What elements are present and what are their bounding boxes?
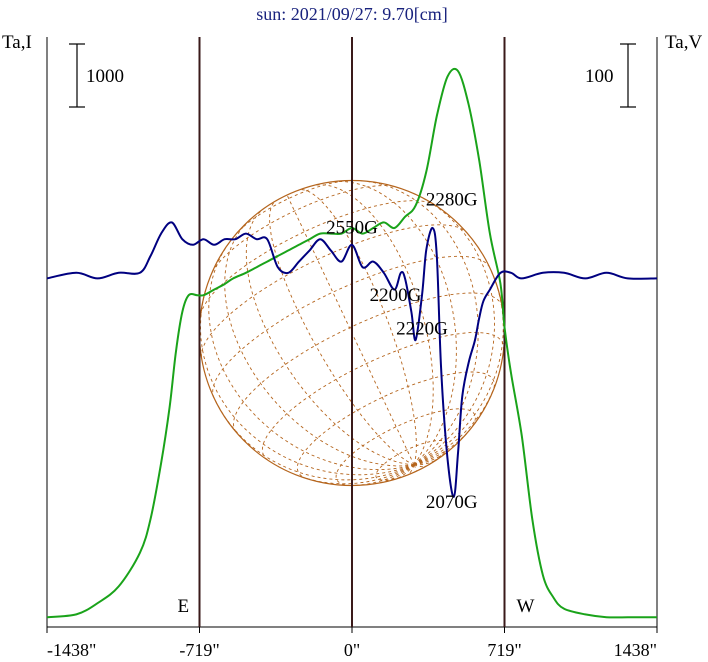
longitude-line bbox=[213, 397, 415, 481]
x-axis-ticks: -1438" -719" 0" 719" 1438" bbox=[46, 627, 658, 660]
scale-bar-right-label: 100 bbox=[585, 66, 614, 87]
longitude-line bbox=[208, 241, 415, 471]
latitude-line bbox=[261, 332, 505, 461]
chart-texts: sun: 2021/09/27: 9.70[cm] Ta,I Ta,V 1000… bbox=[2, 4, 702, 87]
x-tick-label: 0" bbox=[344, 640, 360, 660]
x-tick-label: 719" bbox=[487, 640, 521, 660]
longitude-line bbox=[200, 290, 415, 476]
scale-bar-left-label: 1000 bbox=[86, 66, 124, 87]
scale-bar-right bbox=[620, 43, 636, 108]
annotations: 2550G 2280G 2200G 2220G 2070G bbox=[326, 190, 478, 513]
y-right-label: Ta,V bbox=[665, 32, 702, 53]
series-group bbox=[46, 67, 658, 619]
longitude-line bbox=[359, 180, 479, 466]
longitude-line bbox=[298, 464, 415, 485]
longitude-line bbox=[413, 464, 427, 468]
longitude-line bbox=[312, 184, 434, 466]
latitude-line bbox=[200, 224, 467, 358]
intensity-curve bbox=[46, 67, 657, 619]
polarization-curve bbox=[46, 221, 658, 498]
longitude-line bbox=[412, 192, 495, 466]
scale-bar-left bbox=[69, 43, 85, 108]
limb-marker-label: E bbox=[178, 596, 190, 617]
y-left-label: Ta,I bbox=[2, 32, 32, 53]
latitude-line bbox=[211, 185, 395, 273]
limb-marker-label: W bbox=[517, 596, 535, 617]
longitude-line bbox=[245, 208, 415, 466]
latitude-line bbox=[335, 408, 476, 486]
longitude-line bbox=[224, 219, 415, 467]
field-strength-label: 2280G bbox=[426, 190, 478, 211]
longitude-line bbox=[286, 194, 415, 465]
latitude-line bbox=[200, 200, 435, 315]
longitude-line bbox=[379, 464, 415, 484]
longitude-line bbox=[269, 200, 415, 466]
chart-title: sun: 2021/09/27: 9.70[cm] bbox=[256, 4, 448, 24]
longitude-line bbox=[413, 382, 497, 466]
x-tick-label: -719" bbox=[179, 640, 219, 660]
longitude-line bbox=[413, 428, 471, 466]
x-tick-label: 1438" bbox=[614, 640, 657, 660]
latitude-line bbox=[296, 371, 495, 480]
field-strength-label: 2220G bbox=[396, 318, 448, 339]
longitude-line bbox=[413, 464, 418, 472]
latitude-line bbox=[212, 255, 491, 399]
field-strength-label: 2070G bbox=[426, 492, 478, 513]
longitude-line bbox=[414, 449, 451, 466]
longitude-line bbox=[350, 464, 415, 486]
longitude-line bbox=[414, 458, 438, 466]
x-tick-label: -1438" bbox=[47, 640, 96, 660]
latitude-line bbox=[375, 440, 449, 481]
field-strength-label: 2550G bbox=[326, 218, 378, 239]
field-strength-label: 2200G bbox=[370, 285, 422, 306]
longitude-line bbox=[407, 464, 415, 476]
longitude-line bbox=[394, 464, 415, 480]
